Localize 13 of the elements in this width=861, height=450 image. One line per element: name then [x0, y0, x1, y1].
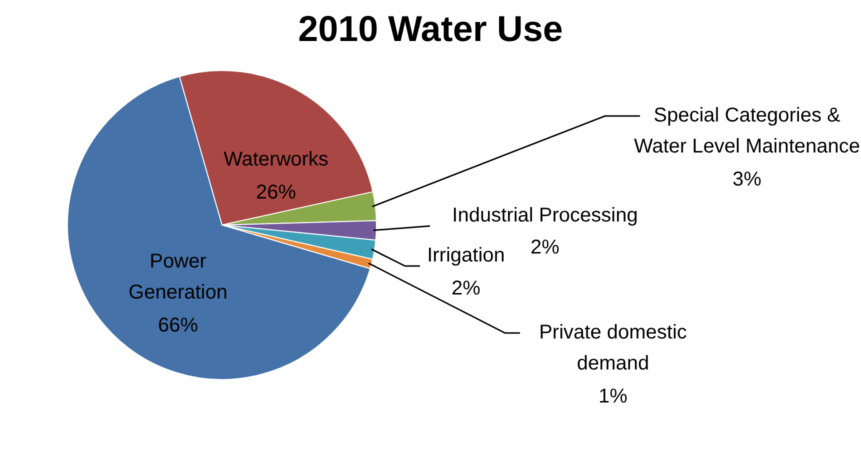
- data-label: 2%: [452, 278, 481, 300]
- slice-label: Industrial Processing: [452, 204, 638, 227]
- chart-title: 2010 Water Use: [297, 8, 564, 50]
- data-label: 66%: [158, 314, 198, 337]
- data-label: 2%: [530, 236, 560, 259]
- slice-label: Irrigation: [427, 244, 505, 267]
- slice-label: Special Categories & Water Level Maintenance: [634, 104, 860, 158]
- data-label: 3%: [732, 168, 762, 191]
- slice-label: Private domestic demand: [539, 322, 687, 375]
- data-label: 1%: [598, 386, 628, 408]
- slice-label: Waterworks: [224, 148, 328, 171]
- slice-label: Power Generation: [128, 250, 228, 304]
- data-label: 26%: [256, 182, 296, 204]
